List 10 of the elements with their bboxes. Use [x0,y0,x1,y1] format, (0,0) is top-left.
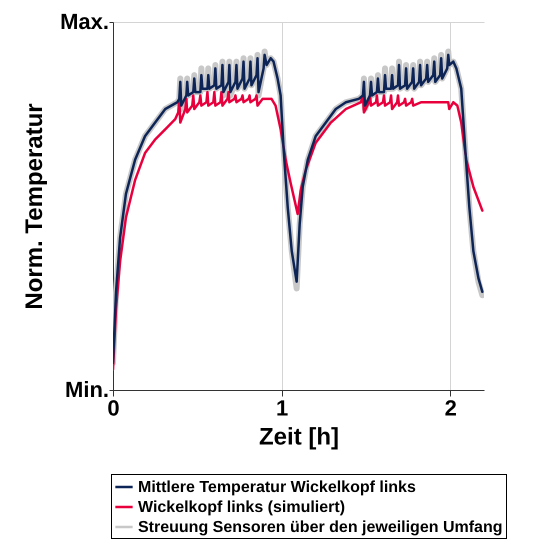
legend-label: Mittlere Temperatur Wickelkopf links [138,479,416,496]
y-axis-title: Norm. Temperatur [21,103,48,310]
legend-label: Streuung Sensoren über den jeweiligen Umfang [138,519,502,536]
x-tick-label: 0 [107,396,120,420]
text: Min. [65,377,109,402]
x-tick-label: 1 [276,396,288,420]
x-axis-title: Zeit [h] [259,424,339,450]
text: Max. [60,9,109,34]
legend-label: Wickelkopf links (simuliert) [138,499,346,516]
x-tick-label: 2 [444,396,457,420]
